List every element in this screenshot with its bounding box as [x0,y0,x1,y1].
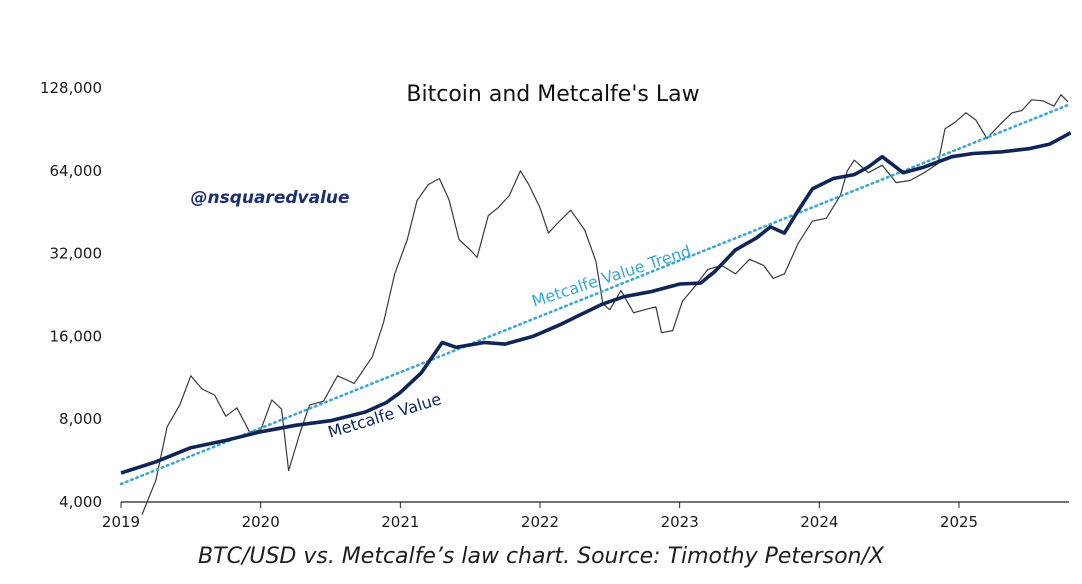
x-tick-label: 2020 [242,513,280,531]
x-axis-ticks: 2019 2020 2021 2022 2023 2024 2025 [102,502,978,531]
x-tick-label: 2023 [661,513,699,531]
y-tick-label: 64,000 [50,162,103,180]
y-tick-label: 128,000 [40,79,102,97]
y-tick-label: 4,000 [59,493,102,511]
x-tick-label: 2024 [800,513,838,531]
x-tick-label: 2025 [940,513,978,531]
y-axis-ticks: 4,000 8,000 16,000 32,000 64,000 128,000 [40,79,102,511]
chart-title: Bitcoin and Metcalfe's Law [406,82,699,107]
metcalfe-value-line [120,131,1072,475]
x-tick-label: 2021 [381,513,419,531]
figure-caption: BTC/USD vs. Metcalfe’s law chart. Source… [198,544,884,569]
y-tick-label: 8,000 [59,410,102,428]
metcalfe-trend-line [119,102,1072,486]
x-tick-label: 2019 [102,513,140,531]
y-tick-label: 16,000 [50,327,103,345]
metcalfe-value-label: Metcalfe Value [326,389,444,442]
y-tick-label: 32,000 [50,245,103,263]
x-tick-label: 2022 [521,513,559,531]
watermark-handle: @nsquaredvalue [190,188,349,208]
